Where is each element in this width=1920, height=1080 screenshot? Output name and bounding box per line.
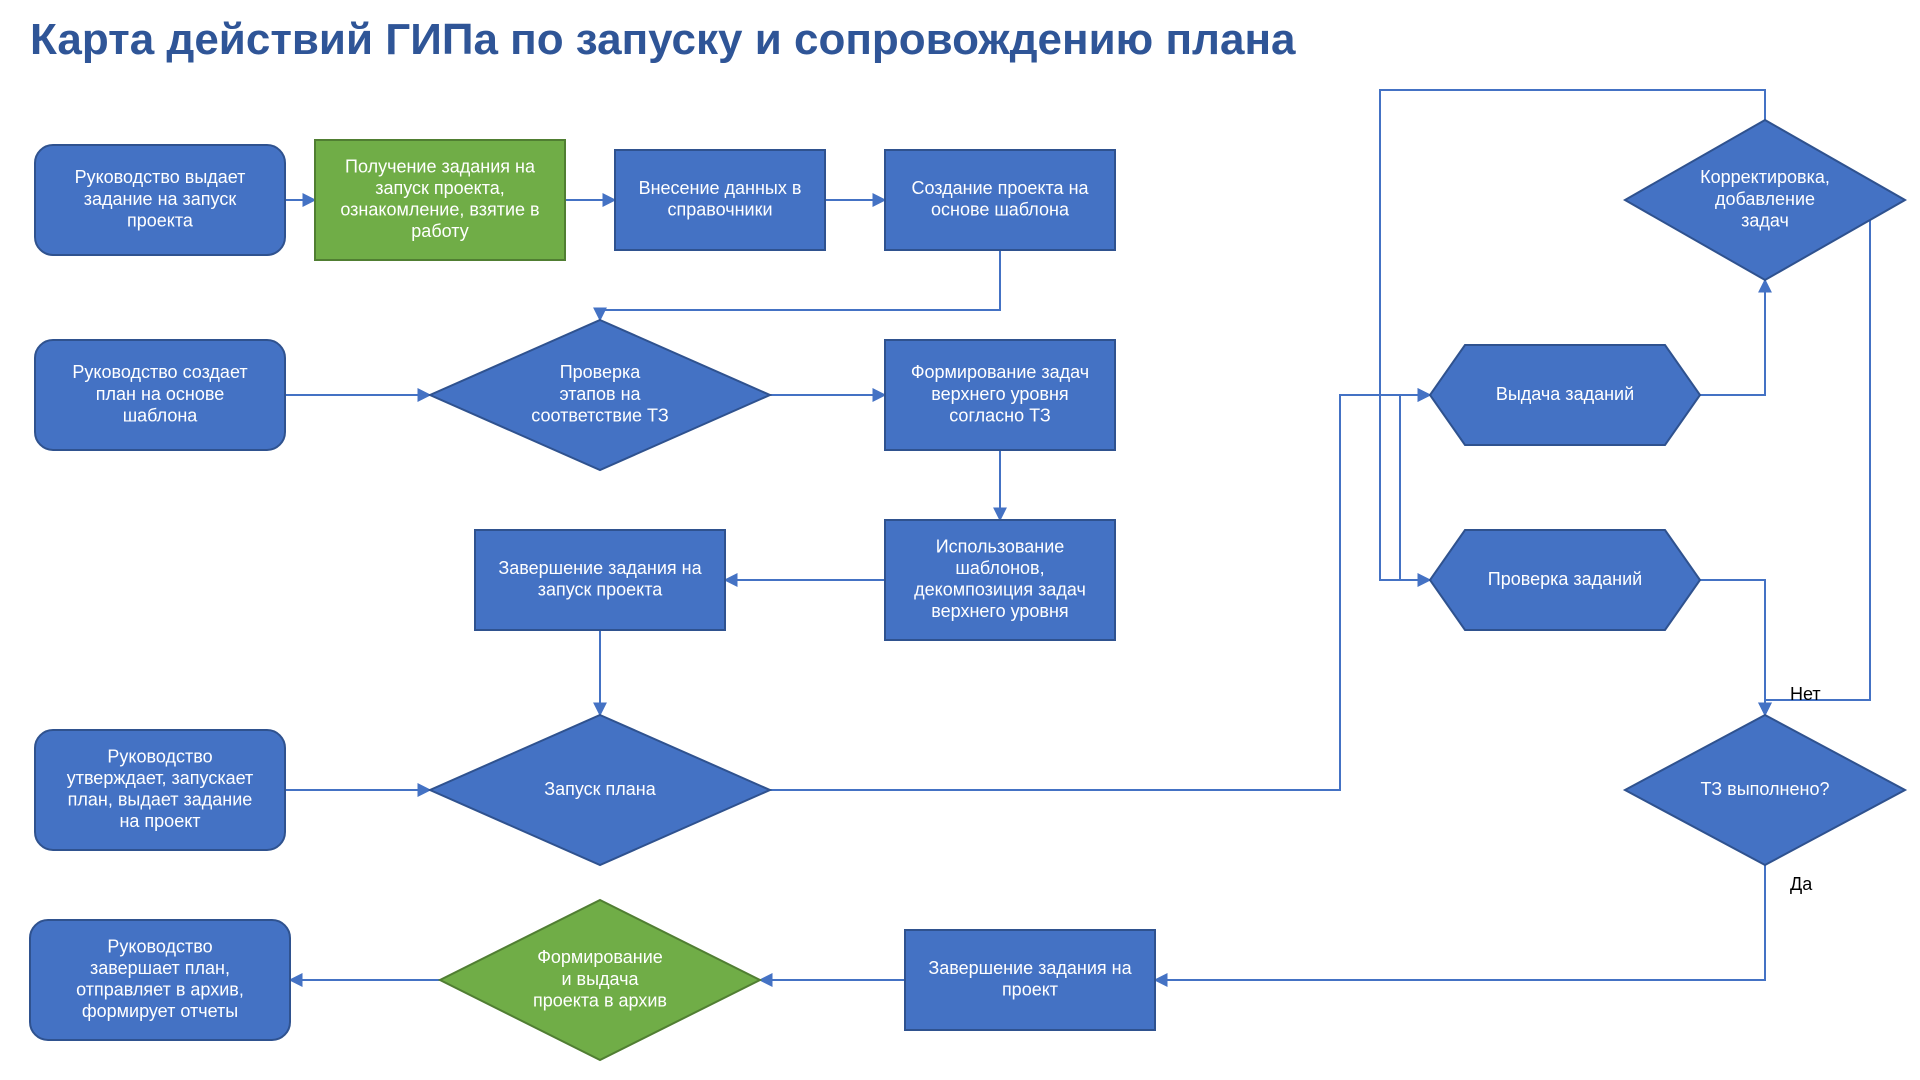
edge-label: Да [1790, 874, 1813, 894]
node-n8: Завершение задания назапуск проекта [475, 530, 725, 630]
node-label: шаблонов, [955, 558, 1044, 578]
node-n16: Выдача заданий [1430, 345, 1700, 445]
node-label: Руководство [107, 746, 212, 766]
node-label: верхнего уровня [931, 384, 1068, 404]
node-n3: Внесение данных всправочники [615, 150, 825, 250]
node-label: ознакомление, взятие в [340, 200, 539, 220]
flowchart-canvas: Нет Да Руководство выдаетзадание на запуск… [0, 0, 1920, 1080]
node-label: Завершение задания на [928, 958, 1132, 978]
node-label: Формирование задач [911, 362, 1089, 382]
flow-edge [1400, 395, 1430, 580]
node-n6: Проверкаэтапов насоответствие ТЗ [430, 320, 770, 470]
node-label: работу [411, 221, 468, 241]
node-label: Запуск плана [544, 779, 657, 799]
node-n1: Руководство выдаетзадание на запускпроек… [35, 145, 285, 255]
node-label: ТЗ выполнено? [1701, 779, 1830, 799]
node-label: завершает план, [90, 958, 230, 978]
node-label: на проект [119, 811, 200, 831]
flow-edge [1700, 580, 1765, 715]
node-n10: Руководствоутверждает, запускаетплан, вы… [35, 730, 285, 850]
node-label: задач [1741, 210, 1789, 230]
node-label: отправляет в архив, [76, 980, 244, 1000]
node-label: Использование [936, 536, 1065, 556]
node-label: Руководство [107, 936, 212, 956]
node-n11: Запуск плана [430, 715, 770, 865]
flow-edge [1700, 280, 1765, 395]
node-label: Формирование [537, 947, 663, 967]
node-label: Создание проекта на [911, 178, 1089, 198]
node-label: Руководство создает [72, 362, 247, 382]
node-label: соответствие ТЗ [531, 405, 668, 425]
node-label: план на основе [96, 384, 225, 404]
node-label: Внесение данных в [639, 178, 802, 198]
flow-edge [1155, 865, 1765, 980]
node-n5: Руководство создаетплан на основешаблона [35, 340, 285, 450]
node-label: шаблона [123, 405, 199, 425]
edge-label: Нет [1790, 684, 1821, 704]
node-n9: Использованиешаблонов,декомпозиция задач… [885, 520, 1115, 640]
node-label: Завершение задания на [498, 558, 702, 578]
node-n7: Формирование задачверхнего уровнясогласн… [885, 340, 1115, 450]
node-n15: Корректировка,добавлениезадач [1625, 120, 1905, 280]
node-label: утверждает, запускает [67, 768, 254, 788]
node-n13: Формированиеи выдачапроекта в архив [440, 900, 760, 1060]
node-label: план, выдает задание [68, 790, 253, 810]
node-label: Руководство выдает [75, 167, 246, 187]
node-n4: Создание проекта наоснове шаблона [885, 150, 1115, 250]
node-label: запуск проекта, [375, 178, 505, 198]
node-label: этапов на [559, 384, 641, 404]
node-label: декомпозиция задач [914, 580, 1086, 600]
node-label: и выдача [561, 969, 639, 989]
flow-edge [1765, 200, 1870, 715]
node-label: верхнего уровня [931, 601, 1068, 621]
node-n2: Получение задания назапуск проекта,ознак… [315, 140, 565, 260]
node-label: проекта [127, 210, 194, 230]
node-label: основе шаблона [931, 200, 1070, 220]
node-label: Выдача заданий [1496, 384, 1634, 404]
node-n17: Проверка заданий [1430, 530, 1700, 630]
node-label: Проверка заданий [1488, 569, 1642, 589]
node-label: согласно ТЗ [949, 405, 1051, 425]
node-label: проекта в архив [533, 990, 667, 1010]
node-label: Корректировка, [1700, 167, 1830, 187]
flow-edge [600, 250, 1000, 320]
node-label: запуск проекта [538, 580, 664, 600]
node-label: проект [1002, 980, 1058, 1000]
node-n14: Завершение задания напроект [905, 930, 1155, 1030]
node-n12: Руководствозавершает план,отправляет в а… [30, 920, 290, 1040]
node-n18: ТЗ выполнено? [1625, 715, 1905, 865]
node-label: добавление [1715, 189, 1815, 209]
node-label: формирует отчеты [82, 1001, 238, 1021]
node-label: Проверка [560, 362, 642, 382]
node-label: задание на запуск [84, 189, 237, 209]
node-label: Получение задания на [345, 156, 536, 176]
node-label: справочники [667, 200, 772, 220]
